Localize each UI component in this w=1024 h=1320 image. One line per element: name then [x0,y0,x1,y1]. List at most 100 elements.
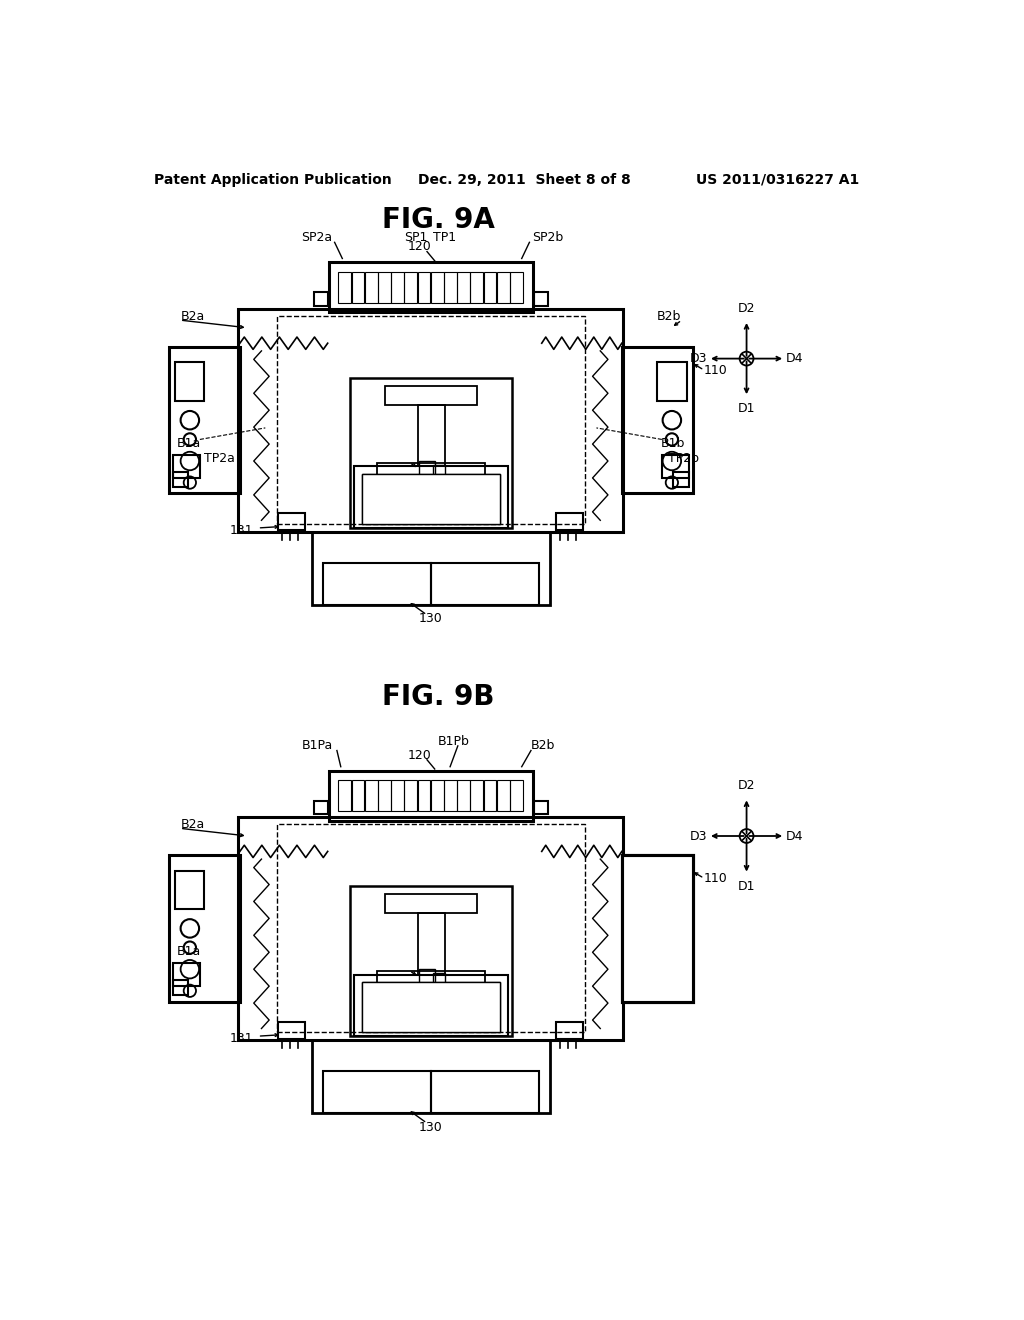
Bar [460,985,481,1011]
Bar [444,272,457,304]
Bar [535,293,548,306]
Bar [674,471,689,487]
Text: D1: D1 [738,403,756,416]
Text: D1: D1 [738,879,756,892]
Bar [622,347,692,494]
Text: SP1: SP1 [403,231,427,244]
Text: TP1: TP1 [433,231,457,244]
Text: D2: D2 [738,779,756,792]
Bar [350,378,512,528]
Text: D2: D2 [738,302,756,315]
Bar [483,780,497,812]
Text: SP2a: SP2a [301,231,333,244]
Bar [657,871,686,909]
Text: US 2011/0316227 A1: US 2011/0316227 A1 [695,173,859,187]
Bar [361,474,500,524]
Bar [351,272,365,304]
Bar [378,780,391,812]
Bar [662,455,689,478]
Text: 131: 131 [230,524,254,537]
Bar [173,979,188,995]
Bar [657,871,686,909]
Bar [239,817,624,1040]
Bar [276,317,585,524]
Text: B1Pa: B1Pa [301,739,333,752]
Bar [279,1022,305,1039]
Bar [418,913,444,974]
Bar [470,780,483,812]
Text: FIG. 9A: FIG. 9A [382,206,495,234]
Bar [279,513,305,531]
Bar [361,982,500,1032]
Text: 110: 110 [703,363,728,376]
Bar [173,455,200,478]
Bar [622,855,692,1002]
Bar [323,562,431,605]
Bar [365,780,378,812]
Text: B1b: B1b [660,945,685,958]
Bar [313,800,328,814]
Bar [173,964,200,986]
Text: 130: 130 [419,1121,442,1134]
Bar [169,347,240,494]
Bar [458,780,470,812]
Bar [361,982,500,1032]
Bar [323,1071,431,1113]
Text: 130: 130 [419,612,442,626]
Text: B2a: B2a [180,310,205,323]
Bar [175,871,205,909]
Bar [404,272,417,304]
Bar [674,979,689,995]
Text: D4: D4 [785,352,803,366]
Text: D3: D3 [690,829,708,842]
Bar [351,780,365,812]
Text: B2a: B2a [180,818,205,832]
Bar [460,477,481,503]
Bar [377,462,484,477]
Text: 131: 131 [230,1032,254,1045]
Text: D3: D3 [690,352,708,366]
Bar [350,886,512,1036]
Bar [657,363,686,401]
Text: Patent Application Publication: Patent Application Publication [155,173,392,187]
Bar [433,973,444,983]
Bar [378,272,391,304]
Text: B1b: B1b [660,437,685,450]
Text: TP2a: TP2a [204,453,234,465]
Bar [380,985,401,1011]
Bar [510,272,523,304]
Bar [556,513,584,531]
Bar [339,272,351,304]
Text: TP2b: TP2b [668,453,699,465]
Bar [361,474,500,524]
Bar [535,800,548,814]
Text: B1a: B1a [177,437,201,450]
Bar [311,1040,550,1113]
Text: 120: 120 [408,240,431,253]
Bar [662,964,689,986]
Bar [419,461,435,475]
Bar [173,471,188,487]
Bar [311,532,550,605]
Bar [385,894,477,913]
Bar [239,309,624,532]
Bar [365,272,378,304]
Bar [313,293,328,306]
Bar [380,477,401,503]
Bar [556,1022,584,1039]
Bar [458,272,470,304]
Bar [622,855,692,1002]
Bar [391,272,404,304]
Bar [354,974,508,1036]
Text: SP2b: SP2b [532,231,563,244]
Text: Dec. 29, 2011  Sheet 8 of 8: Dec. 29, 2011 Sheet 8 of 8 [419,173,631,187]
Bar [418,272,430,304]
Bar [470,272,483,304]
Bar [497,272,510,304]
Bar [339,780,351,812]
Text: B2b: B2b [656,310,681,323]
Text: 110: 110 [703,871,728,884]
Bar [431,562,539,605]
Bar [419,969,435,983]
Bar [444,780,457,812]
